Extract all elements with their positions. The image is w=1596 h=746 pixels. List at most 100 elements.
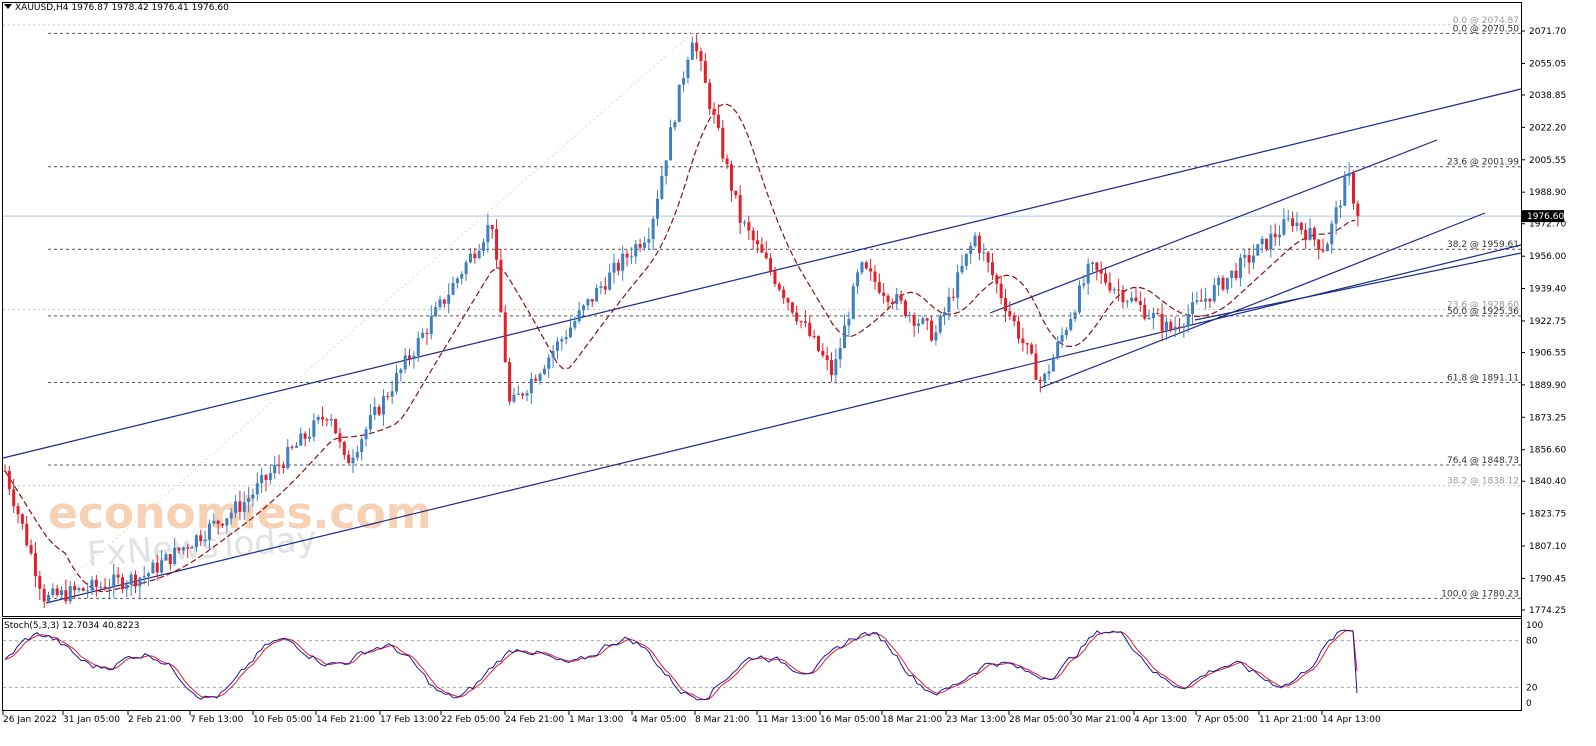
candle-body (308, 436, 311, 439)
candle-body (482, 242, 485, 251)
candle-body (851, 286, 855, 319)
ohlc-values: 1976.87 1978.42 1976.41 1976.60 (71, 3, 229, 13)
candle-body (882, 292, 886, 296)
candle-body (1143, 304, 1147, 319)
candle-body (599, 286, 603, 288)
candle-body (860, 262, 864, 273)
collapse-triangle-icon[interactable] (4, 4, 12, 9)
candle-body (260, 474, 264, 484)
time-axis-label: 8 Mar 21:00 (695, 715, 750, 725)
price-axis-label: 1873.25 (1529, 413, 1566, 423)
candle-body (1217, 277, 1221, 286)
candle-body (503, 312, 507, 363)
candle-body (1330, 223, 1334, 245)
candle-body (773, 271, 777, 284)
moving-average-line (4, 103, 1356, 593)
candle-body (1060, 335, 1064, 342)
candle-body (795, 312, 799, 322)
candle-body (651, 218, 655, 240)
candle-body (538, 373, 542, 381)
candle-body (586, 299, 590, 306)
candle-body (412, 355, 416, 360)
candle-body (869, 268, 873, 272)
time-axis-label: 22 Feb 05:00 (441, 715, 500, 725)
candle-body (699, 51, 703, 62)
candle-body (590, 299, 594, 302)
candle-body (1099, 270, 1103, 274)
candle-body (1195, 300, 1199, 303)
fib-level-label: 0.0 @ 2074.87 (1453, 16, 1519, 26)
candle-body (442, 299, 446, 304)
stoch-signal-line (4, 629, 1358, 701)
candle-body (547, 357, 551, 369)
candle-body (221, 523, 224, 526)
candle-body (368, 415, 372, 430)
candle-body (268, 473, 272, 480)
candle-body (194, 535, 198, 548)
time-axis-label: 28 Mar 05:00 (1009, 715, 1069, 725)
candle-body (1334, 207, 1338, 224)
candle-body (1182, 326, 1186, 328)
fib-level-label: 100.0 @ 1780.23 (1441, 589, 1519, 599)
time-axis-label: 23 Mar 13:00 (946, 715, 1006, 725)
candle-body (803, 321, 807, 323)
candle-body (103, 586, 107, 590)
candle-body (1025, 343, 1029, 345)
candle-body (447, 294, 451, 304)
candle-body (542, 368, 546, 374)
candle-body (938, 315, 942, 333)
candle-body (686, 59, 690, 79)
candle-body (229, 512, 233, 519)
candle-body (721, 127, 725, 159)
candle-body (134, 574, 137, 587)
candle-body (1138, 301, 1142, 305)
candle-body (425, 332, 429, 335)
candle-body (1069, 318, 1073, 330)
candle-body (551, 350, 555, 358)
candle-body (899, 294, 903, 301)
candle-body (286, 446, 290, 469)
fib-level-label: 38.2 @ 1838.12 (1447, 477, 1519, 487)
candle-body (577, 310, 581, 322)
price-axis-label: 1807.10 (1529, 542, 1566, 552)
candle-body (1282, 219, 1286, 235)
candle-body (155, 562, 159, 573)
candle-body (516, 393, 520, 395)
candle-body (612, 262, 616, 273)
candle-body (1238, 257, 1242, 279)
candle-body (673, 122, 677, 128)
candle-body (629, 256, 633, 258)
candle-body (360, 439, 364, 453)
candle-body (294, 445, 298, 448)
candle-body (973, 235, 977, 247)
time-axis-label: 2 Feb 21:00 (128, 715, 182, 725)
candle-body (1095, 262, 1099, 271)
candle-body (1077, 285, 1081, 313)
candle-body (716, 114, 720, 128)
candle-body (264, 474, 268, 480)
current-price-badge (1522, 210, 1564, 223)
candle-body (29, 545, 33, 554)
candle-body (1204, 298, 1208, 302)
candle-body (1225, 277, 1229, 290)
candle-body (47, 594, 50, 602)
candle-body (138, 577, 142, 587)
time-axis-label: 11 Apr 21:00 (1259, 715, 1318, 725)
candle-body (173, 547, 177, 565)
price-axis-label: 1840.40 (1529, 477, 1566, 487)
candle-body (51, 588, 55, 595)
candle-body (438, 299, 442, 308)
candle-body (460, 274, 464, 279)
candle-body (38, 576, 42, 589)
candle-body (55, 588, 59, 596)
candle-body (364, 429, 368, 440)
candle-body (342, 441, 346, 455)
candle-body (1017, 321, 1021, 339)
candle-body (603, 286, 607, 290)
candle-body (877, 282, 881, 293)
candle-body (656, 198, 659, 219)
candle-body (534, 378, 538, 381)
candle-body (1021, 338, 1025, 344)
